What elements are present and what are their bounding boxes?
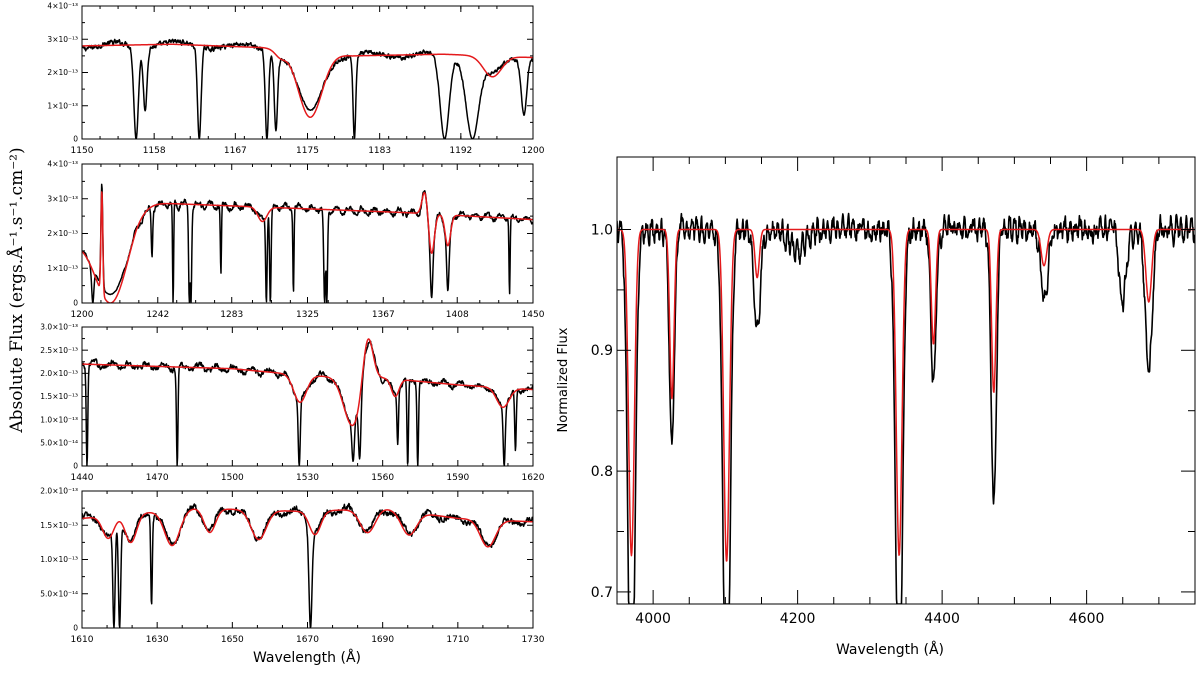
x-tick-label: 1650 <box>221 635 244 645</box>
x-tick-label: 1367 <box>372 310 395 320</box>
y-tick-label: 0 <box>73 299 78 308</box>
plot-frame-uv-3 <box>81 326 534 467</box>
y-tick-label: 3×10⁻¹³ <box>47 35 78 44</box>
y-tick-label: 1.5×10⁻¹³ <box>40 392 78 401</box>
x-tick-label: 1325 <box>296 310 319 320</box>
x-tick-label: 1167 <box>224 146 247 156</box>
y-tick-label: 5.0×10⁻¹⁴ <box>40 589 78 598</box>
y-tick-label: 4×10⁻¹³ <box>47 160 78 169</box>
x-tick-label: 1200 <box>71 310 94 320</box>
left-x-axis-title: Wavelength (Å) <box>253 649 361 666</box>
panel-uv-4: 1610 1630 1650 1670 1690 1710 1730 0 5.0×10⁻¹⁴ 1.… <box>40 487 544 645</box>
series-model-uv-1 <box>82 43 533 118</box>
series-model-uv-4 <box>82 508 533 548</box>
x-tick-label: 1610 <box>71 635 94 645</box>
plot-frame-optical <box>616 156 1196 605</box>
y-tick-label: 0 <box>73 135 78 144</box>
x-tick-label: 1183 <box>368 146 391 156</box>
panel-uv-2: 1200 1242 1283 1325 1367 1408 1450 0 1×10⁻¹³ 2×10… <box>47 160 544 320</box>
plot-frame-uv-1 <box>81 5 534 140</box>
x-tick-label: 1560 <box>371 473 394 483</box>
panel-uv-3: 1440 1470 1500 1530 1560 1590 1620 0 5.0×10⁻¹⁴ 1.… <box>40 323 544 483</box>
series-model-uv-2 <box>82 191 533 303</box>
y-tick-label: 5.0×10⁻¹⁴ <box>40 438 78 447</box>
x-tick-label: 1500 <box>221 473 244 483</box>
panel-optical: 4000 4200 4400 4600 0.7 0.8 0.9 1.0 <box>591 156 1196 627</box>
x-tick-label: 1192 <box>449 146 472 156</box>
y-tick-label: 0 <box>73 462 78 471</box>
x-tick-label: 1175 <box>296 146 319 156</box>
x-tick-label: 4000 <box>635 611 671 627</box>
x-tick-label: 1690 <box>371 635 394 645</box>
y-tick-label: 2.5×10⁻¹³ <box>40 346 78 355</box>
x-tick-label: 1450 <box>522 310 545 320</box>
series-observed-uv-4 <box>82 502 533 628</box>
x-tick-label: 1590 <box>446 473 469 483</box>
x-tick-label: 1710 <box>446 635 469 645</box>
x-tick-label: 1408 <box>446 310 469 320</box>
y-tick-label: 1.0 <box>591 222 613 238</box>
series-model-uv-3 <box>82 338 533 427</box>
x-tick-label: 1440 <box>71 473 94 483</box>
y-tick-label: 1.0×10⁻¹³ <box>40 415 78 424</box>
y-tick-label: 3×10⁻¹³ <box>47 194 78 203</box>
series-observed-optical <box>617 212 1195 604</box>
x-tick-label: 1630 <box>146 635 169 645</box>
x-tick-label: 1470 <box>146 473 169 483</box>
series-model-optical <box>617 228 1195 562</box>
y-tick-label: 2×10⁻¹³ <box>47 68 78 77</box>
y-tick-label: 0.9 <box>591 343 613 359</box>
x-tick-label: 1158 <box>143 146 166 156</box>
y-tick-label: 2.0×10⁻¹³ <box>40 487 78 496</box>
x-tick-label: 1730 <box>522 635 545 645</box>
y-tick-label: 3.0×10⁻¹³ <box>40 323 78 332</box>
y-tick-label: 2.0×10⁻¹³ <box>40 369 78 378</box>
x-tick-label: 1150 <box>71 146 94 156</box>
plot-frame-uv-2 <box>81 163 534 304</box>
x-tick-label: 4200 <box>780 611 816 627</box>
y-tick-label: 1×10⁻¹³ <box>47 101 78 110</box>
x-tick-label: 4600 <box>1069 611 1105 627</box>
right-y-axis-title: Normalized Flux <box>556 327 571 432</box>
x-tick-label: 1670 <box>296 635 319 645</box>
series-observed-uv-2 <box>82 183 533 303</box>
series-observed-uv-3 <box>82 340 533 466</box>
x-tick-label: 1283 <box>220 310 243 320</box>
y-tick-label: 2×10⁻¹³ <box>47 229 78 238</box>
series-observed-uv-1 <box>82 38 533 139</box>
x-tick-label: 1530 <box>296 473 319 483</box>
y-tick-label: 4×10⁻¹³ <box>47 2 78 11</box>
right-x-axis-title: Wavelength (Å) <box>836 641 944 658</box>
y-tick-label: 0 <box>73 624 78 633</box>
y-tick-label: 1.5×10⁻¹³ <box>40 521 78 530</box>
x-tick-label: 1620 <box>522 473 545 483</box>
left-y-axis-title: Absolute Flux (ergs.Å⁻¹.s⁻¹.cm⁻²) <box>6 147 27 433</box>
y-tick-label: 1×10⁻¹³ <box>47 264 78 273</box>
y-tick-label: 0.7 <box>591 585 613 601</box>
x-tick-label: 4400 <box>924 611 960 627</box>
y-tick-label: 0.8 <box>591 464 613 480</box>
x-tick-label: 1242 <box>146 310 169 320</box>
y-tick-label: 1.0×10⁻¹³ <box>40 555 78 564</box>
panel-uv-1: 1150 1158 1167 1175 1183 1192 1200 0 1×10⁻¹³ 2×10… <box>47 2 544 156</box>
x-tick-label: 1200 <box>522 146 545 156</box>
